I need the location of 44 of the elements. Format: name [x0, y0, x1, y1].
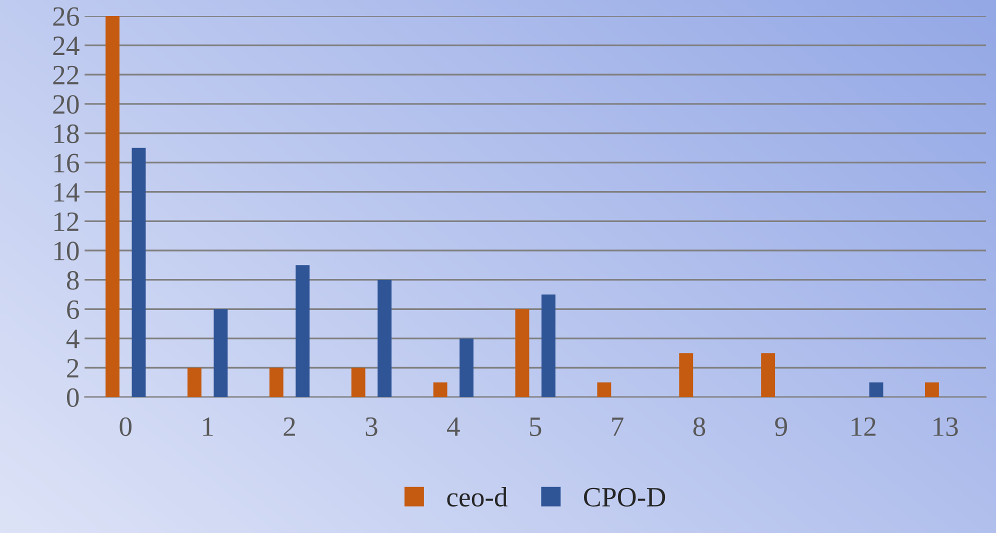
x-tick-label: 12 [852, 417, 876, 436]
bar [869, 382, 884, 398]
bar [188, 368, 202, 398]
x-tick-label: 0 [120, 417, 132, 436]
bar [106, 16, 120, 398]
x-tick-label: 8 [693, 417, 706, 436]
y-tick-label: 6 [67, 300, 79, 320]
bar [296, 265, 310, 398]
bar [378, 280, 392, 398]
x-tick-label: 4 [447, 418, 460, 436]
y-tick-label: 18 [54, 124, 79, 144]
bar [679, 353, 694, 398]
bar [132, 148, 146, 398]
y-tick-label: 16 [54, 154, 79, 172]
bar [460, 338, 474, 398]
x-tick-label: 9 [775, 417, 787, 436]
y-tick-label: 2 [67, 359, 78, 378]
x-tick-label: 3 [366, 417, 378, 436]
x-tick-label: 2 [284, 417, 295, 436]
y-tick-label: 8 [66, 270, 79, 290]
bar [269, 368, 284, 398]
x-tick-label: 13 [934, 417, 958, 436]
bar [924, 382, 939, 398]
bar [515, 309, 530, 398]
x-tick-label: 5 [530, 418, 542, 436]
legend-label: CPO-D [584, 488, 666, 507]
y-tick-label: 24 [53, 36, 80, 55]
legend-label: ceo-d [447, 487, 508, 507]
bar [541, 294, 556, 398]
bar [433, 382, 448, 398]
y-tick-label: 10 [54, 242, 79, 260]
y-tick-label: 12 [54, 212, 78, 231]
bar [761, 353, 776, 398]
y-tick-label: 14 [54, 183, 80, 202]
y-tick-label: 4 [66, 330, 80, 348]
x-tick-label: 7 [612, 418, 624, 436]
x-tick-label: 1 [203, 417, 213, 436]
bar [597, 382, 612, 398]
y-tick-label: 22 [53, 66, 78, 84]
bar [214, 309, 228, 398]
y-tick-label: 0 [66, 388, 79, 407]
y-tick-label: 26 [53, 7, 79, 26]
bar [351, 368, 366, 398]
y-tick-label: 20 [53, 95, 79, 114]
